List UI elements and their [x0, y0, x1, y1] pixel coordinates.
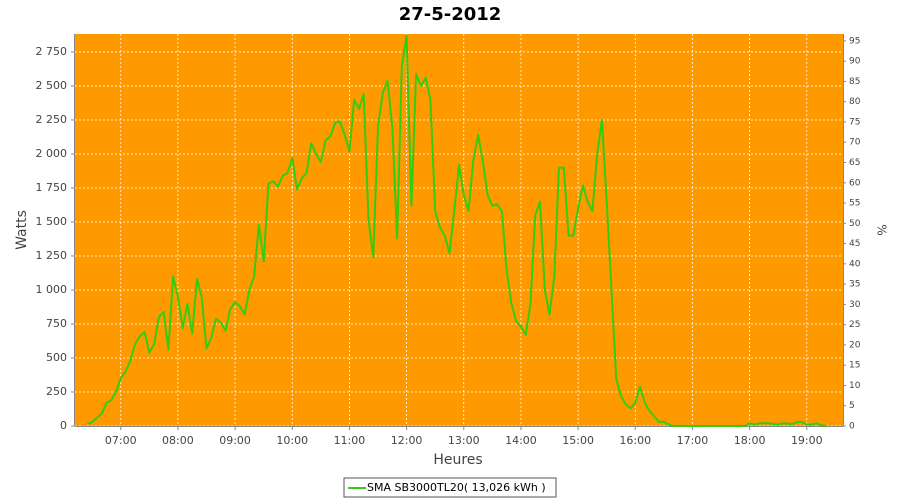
y2-tick-label: 10: [849, 381, 861, 391]
y-tick-label: 0: [60, 419, 67, 432]
y2-tick-label: 45: [849, 239, 860, 249]
x-tick-label: 17:00: [677, 434, 709, 447]
y-tick-label: 1 250: [36, 249, 68, 262]
y-tick-label: 500: [46, 351, 67, 364]
y-tick-label: 750: [46, 317, 67, 330]
y2-tick-label: 5: [849, 401, 855, 411]
x-tick-label: 19:00: [791, 434, 823, 447]
y2-tick-label: 80: [849, 97, 861, 107]
x-tick-label: 13:00: [448, 434, 480, 447]
x-axis-label: Heures: [433, 452, 482, 468]
y2-tick-label: 25: [849, 320, 860, 330]
x-tick-label: 08:00: [162, 434, 194, 447]
x-tick-label: 16:00: [619, 434, 651, 447]
x-tick-label: 14:00: [505, 434, 537, 447]
x-tick-label: 12:00: [391, 434, 423, 447]
x-tick-label: 15:00: [562, 434, 594, 447]
y2-tick-label: 95: [849, 36, 860, 46]
y-tick-label: 250: [46, 385, 67, 398]
y2-tick-label: 35: [849, 280, 860, 290]
y2-tick-label: 15: [849, 361, 860, 371]
y-axis-label: Watts: [14, 210, 30, 250]
y-tick-label: 1 750: [36, 181, 68, 194]
x-tick-label: 11:00: [334, 434, 366, 447]
y2-tick-label: 60: [849, 178, 861, 188]
y-tick-label: 1 500: [36, 215, 68, 228]
y2-tick-label: 70: [849, 138, 861, 148]
y-tick-label: 2 250: [36, 113, 68, 126]
y2-tick-label: 65: [849, 158, 860, 168]
y-tick-label: 1 000: [36, 283, 68, 296]
data-line: [86, 34, 826, 427]
y2-tick-label: 85: [849, 77, 860, 87]
y2-tick-label: 30: [849, 300, 861, 310]
legend-label: SMA SB3000TL20( 13,026 kWh ): [367, 481, 546, 494]
x-tick-label: 18:00: [734, 434, 766, 447]
x-tick-label: 09:00: [219, 434, 251, 447]
x-tick-label: 10:00: [276, 434, 308, 447]
y2-tick-label: 90: [849, 57, 861, 67]
y2-tick-label: 40: [849, 259, 861, 269]
y2-tick-label: 55: [849, 199, 860, 209]
x-tick-label: 07:00: [105, 434, 137, 447]
y2-tick-label: 20: [849, 340, 861, 350]
plot-area: [75, 34, 843, 426]
y-tick-label: 2 750: [36, 45, 68, 58]
y2-axis-label: %: [875, 224, 889, 235]
y2-tick-label: 75: [849, 117, 860, 127]
y2-tick-label: 50: [849, 219, 861, 229]
legend-box: [343, 477, 557, 498]
chart-title: 27-5-2012: [399, 4, 502, 25]
y-tick-label: 2 500: [36, 79, 68, 92]
y2-tick-label: 0: [849, 422, 855, 432]
y-tick-label: 2 000: [36, 147, 68, 160]
